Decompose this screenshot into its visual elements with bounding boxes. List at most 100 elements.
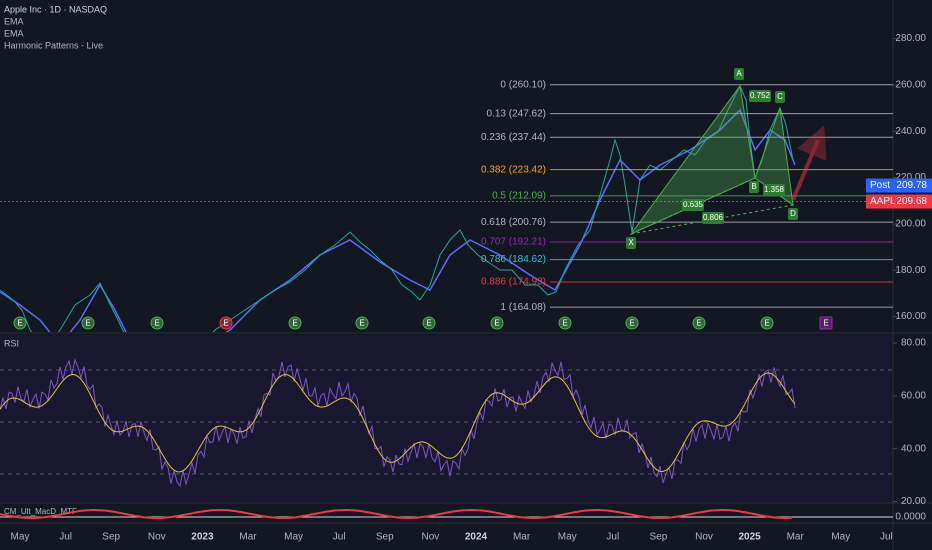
earnings-label: E — [223, 319, 228, 328]
earnings-marker — [422, 316, 436, 330]
macd-tick-label: 0.0000 — [895, 512, 926, 523]
macd-title: CM_Ult_MacD_MTF — [4, 507, 77, 516]
earnings-label: E — [696, 319, 701, 328]
earnings-marker — [625, 316, 639, 330]
earnings-marker — [692, 316, 706, 330]
earnings-label: E — [426, 319, 431, 328]
fib-level-label: 0.786 (184.62) — [481, 254, 546, 265]
rsi-tick-label: 80.00 — [901, 338, 926, 349]
pattern-point-label: A — [736, 69, 742, 78]
time-axis-label: Sep — [650, 532, 668, 543]
earnings-label: E — [359, 319, 364, 328]
time-axis-label: Mar — [513, 532, 531, 543]
earnings-label: E — [629, 319, 634, 328]
time-axis-label: Nov — [695, 532, 713, 543]
rsi-series — [0, 358, 796, 487]
pattern-point-label: B — [751, 182, 756, 191]
earnings-marker — [760, 316, 774, 330]
ratio-label: 0.752 — [750, 91, 771, 100]
fib-level-label: 1 (164.08) — [500, 302, 546, 313]
pattern-point-badge — [734, 68, 744, 80]
rsi-ma-line — [0, 372, 796, 473]
ratio-badge — [682, 199, 704, 211]
price-tick-label: 280.00 — [895, 33, 926, 44]
ratio-badge — [702, 212, 724, 224]
pattern-point-badge — [788, 208, 798, 220]
earnings-label: E — [85, 319, 90, 328]
time-axis-label: Nov — [148, 532, 166, 543]
indicator-label: Harmonic Patterns - Live — [4, 40, 103, 50]
time-axis-label: 2025 — [738, 532, 761, 543]
price-tick-label: 240.00 — [895, 126, 926, 137]
pattern-point-badge — [775, 91, 785, 103]
price-tag-value: 209.78 — [896, 180, 927, 191]
earnings-marker — [219, 316, 233, 330]
ratio-badge — [749, 90, 771, 102]
ratio-badge — [763, 184, 785, 196]
earnings-label: E — [494, 319, 499, 328]
price-series — [0, 84, 796, 332]
indicator-label: EMA — [4, 16, 24, 26]
ema-line — [0, 108, 796, 332]
rsi-tick-label: 60.00 — [901, 390, 926, 401]
time-axis-label: Mar — [239, 532, 257, 543]
earnings-label: E — [292, 319, 297, 328]
time-axis-label: Jul — [606, 532, 619, 543]
earnings-marker — [355, 316, 369, 330]
projection-arrow — [791, 125, 827, 201]
time-axis-label: May — [558, 532, 577, 543]
ratio-label: 0.806 — [703, 213, 724, 222]
price-tag-name: Post — [870, 180, 890, 191]
indicator-label: EMA — [4, 28, 24, 38]
time-axis-label: Mar — [787, 532, 805, 543]
earnings-marker — [819, 316, 833, 330]
earnings-marker — [81, 316, 95, 330]
fib-level-label: 0.13 (247.62) — [487, 108, 547, 119]
time-axis-label: May — [284, 532, 303, 543]
fib-level-label: 0 (260.10) — [500, 79, 546, 90]
pattern-point-label: X — [628, 238, 634, 247]
earnings-label: E — [17, 319, 22, 328]
earnings-marker — [288, 316, 302, 330]
pattern-point-badge — [626, 237, 636, 249]
time-axis-label: Jul — [333, 532, 346, 543]
time-axis-label: Jul — [880, 532, 893, 543]
price-tick-label: 200.00 — [895, 219, 926, 230]
rsi-tick-label: 20.00 — [901, 496, 926, 507]
price-tag-value: 209.68 — [896, 196, 927, 207]
pattern-point-label: C — [777, 92, 783, 101]
fib-level-label: 0.236 (237.44) — [481, 132, 546, 143]
fib-level-label: 0.886 (174.93) — [481, 277, 546, 288]
fib-level-label: 0.382 (223.42) — [481, 164, 546, 175]
rsi-pane — [0, 335, 893, 503]
rsi-title: RSI — [4, 338, 19, 348]
earnings-label: E — [764, 319, 769, 328]
ratio-label: 0.635 — [683, 200, 704, 209]
fib-level-label: 0.707 (192.21) — [481, 237, 546, 248]
fib-level-label: 0.618 (200.76) — [481, 217, 546, 228]
price-tick-label: 260.00 — [895, 80, 926, 91]
time-axis-label: Nov — [422, 532, 440, 543]
earnings-label: E — [154, 319, 159, 328]
macd-line — [0, 508, 793, 520]
earnings-label: E — [823, 319, 828, 328]
earnings-marker — [490, 316, 504, 330]
symbol-title: Apple Inc · 1D · NASDAQ — [4, 4, 107, 14]
time-axis-label: Sep — [102, 532, 120, 543]
rsi-tick-label: 40.00 — [901, 443, 926, 454]
time-axis-label: May — [831, 532, 850, 543]
price-tag-name: AAPL — [870, 196, 896, 207]
price-tag — [866, 194, 932, 209]
pattern-point-badge — [749, 181, 759, 193]
time-axis-label: Jul — [59, 532, 72, 543]
price-tick-label: 180.00 — [895, 265, 926, 276]
ratio-label: 1.358 — [764, 185, 785, 194]
pattern-point-label: D — [790, 209, 796, 218]
fib-level-label: 0.5 (212.09) — [492, 191, 546, 202]
price-tag — [866, 178, 932, 193]
earnings-label: E — [562, 319, 567, 328]
time-axis-label: Sep — [376, 532, 394, 543]
earnings-marker — [13, 316, 27, 330]
